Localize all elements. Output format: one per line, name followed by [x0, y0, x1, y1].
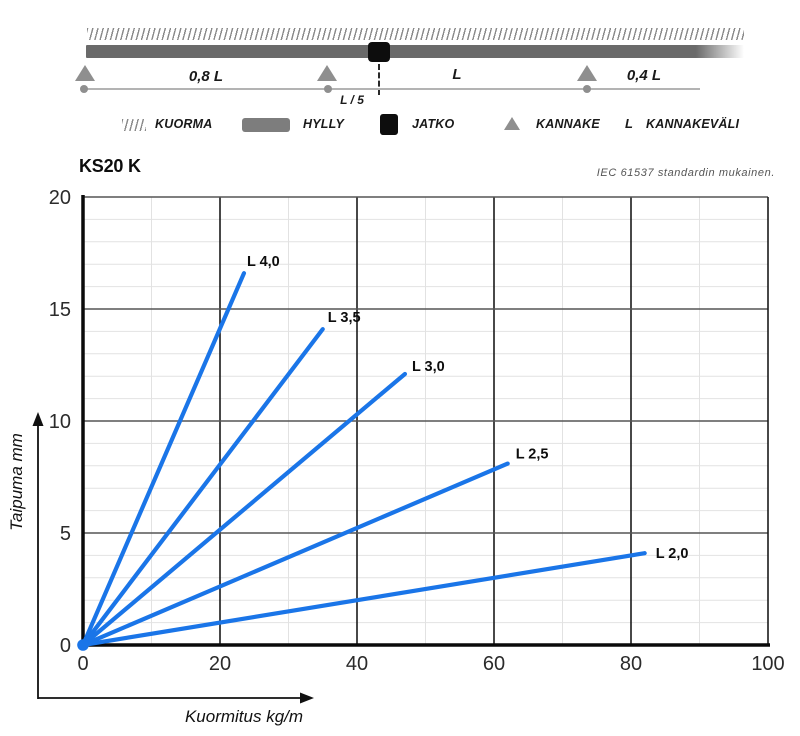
series-label: L 3,0	[412, 359, 445, 375]
chart-title: KS20 K	[79, 156, 141, 176]
span-label-right: 0,4 L	[626, 67, 662, 84]
legend-label-jatko: JATKO	[412, 117, 455, 131]
jatko-square-icon	[380, 114, 398, 135]
hylly-bar-icon	[242, 118, 290, 132]
series-line	[80, 327, 325, 648]
dimension-dot-right	[583, 85, 591, 93]
dimension-dot-middle	[324, 85, 332, 93]
y-tick-label: 0	[60, 635, 71, 657]
x-axis-arrowhead	[300, 692, 314, 704]
series-line	[80, 371, 408, 648]
support-triangle-left	[75, 65, 95, 81]
y-axis-title: Taipuma mm	[7, 433, 26, 531]
span-label-middle: L	[452, 66, 462, 83]
x-tick-label: 100	[751, 653, 784, 675]
series-label: L 4,0	[247, 254, 280, 270]
x-tick-label: 40	[346, 653, 368, 675]
x-tick-label: 80	[620, 653, 642, 675]
x-axis-title: Kuormitus kg/m	[185, 707, 303, 726]
y-tick-label: 10	[49, 411, 71, 433]
series-label: L 2,0	[656, 546, 689, 562]
kannake-triangle-icon	[504, 117, 520, 130]
joint-square	[368, 42, 390, 62]
series-line	[80, 551, 647, 648]
beam-diagram: 0,8 L L 0,4 L L / 5	[0, 0, 800, 150]
legend-label-kannake: KANNAKE	[536, 117, 600, 131]
legend: KUORMA HYLLY JATKO KANNAKE L KANNAKEVÄLI	[0, 108, 800, 142]
load-hatch	[87, 28, 744, 40]
kannakevali-symbol: L	[625, 116, 634, 131]
kuorma-hatch-icon	[122, 119, 146, 131]
origin-dot	[77, 639, 89, 651]
support-triangle-middle	[317, 65, 337, 81]
joint-offset-label: L / 5	[340, 93, 364, 107]
series-line	[80, 271, 247, 648]
legend-label-kannakevali: KANNAKEVÄLI	[646, 117, 740, 131]
shelf-bar	[86, 45, 747, 58]
legend-label-kuorma: KUORMA	[155, 117, 213, 131]
dimension-dot-left	[80, 85, 88, 93]
y-tick-label: 15	[49, 299, 71, 321]
joint-dashed-line	[378, 64, 380, 95]
x-tick-label: 60	[483, 653, 505, 675]
series-label: L 3,5	[328, 310, 361, 326]
support-triangle-right	[577, 65, 597, 81]
legend-label-hylly: HYLLY	[303, 117, 345, 131]
y-tick-label: 5	[60, 523, 71, 545]
standard-note: IEC 61537 standardin mukainen.	[596, 167, 775, 179]
series-line	[80, 461, 510, 648]
x-tick-label: 20	[209, 653, 231, 675]
dimension-line	[84, 88, 700, 90]
x-tick-label: 0	[77, 653, 88, 675]
y-tick-label: 20	[49, 187, 71, 209]
span-label-left: 0,8 L	[188, 68, 224, 85]
series-label: L 2,5	[516, 447, 549, 463]
y-axis-arrowhead	[32, 412, 44, 426]
